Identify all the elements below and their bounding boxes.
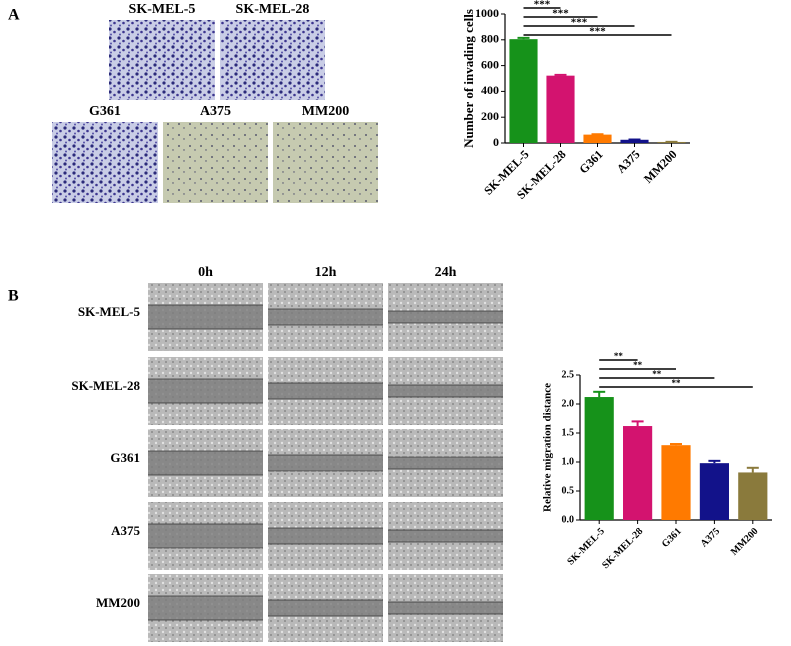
image-label: G361 — [89, 104, 121, 119]
y-tick-label: 1.5 — [562, 427, 575, 438]
bar — [509, 39, 538, 143]
column-label: 0h — [198, 265, 213, 280]
wound-gap — [148, 451, 263, 475]
significance-label: *** — [552, 8, 569, 20]
wound-gap — [268, 455, 383, 471]
wound-gap — [268, 600, 383, 616]
y-tick-label: 0.0 — [562, 514, 575, 525]
image-label: MM200 — [302, 104, 349, 119]
y-tick-label: 600 — [481, 57, 499, 71]
significance-label: ** — [633, 360, 643, 370]
x-tick-label: A375 — [614, 147, 643, 176]
y-tick-label: 1.0 — [562, 456, 575, 467]
significance-label: ** — [672, 378, 682, 388]
x-tick-label: G361 — [576, 147, 605, 176]
y-tick-label: 2.5 — [562, 369, 575, 380]
wound-gap — [388, 602, 503, 614]
wound-gap — [268, 309, 383, 325]
y-tick-label: 2.0 — [562, 398, 575, 409]
bar — [583, 134, 612, 143]
image-label: SK-MEL-5 — [129, 2, 196, 17]
micrograph — [273, 122, 378, 203]
x-tick-label: MM200 — [729, 526, 761, 558]
bar — [661, 445, 691, 520]
x-tick-label: G361 — [660, 526, 684, 550]
bar — [584, 397, 614, 520]
row-label: A375 — [111, 523, 140, 538]
panel-label: A — [8, 7, 20, 24]
x-tick-label: SK-MEL-28 — [600, 526, 645, 571]
wound-gap — [388, 530, 503, 542]
significance-label: *** — [571, 17, 588, 29]
micrograph — [220, 20, 325, 100]
row-label: SK-MEL-28 — [71, 378, 140, 393]
wound-gap — [148, 305, 263, 329]
wound-gap — [388, 311, 503, 323]
y-tick-label: 0 — [493, 135, 499, 149]
wound-gap — [268, 383, 383, 399]
y-tick-label: 1000 — [475, 6, 499, 20]
y-axis-label: Number of invading cells — [461, 9, 476, 148]
significance-label: *** — [589, 26, 606, 38]
bar — [546, 75, 575, 143]
significance-label: ** — [652, 369, 662, 379]
image-label: A375 — [200, 104, 231, 119]
column-label: 24h — [435, 265, 457, 280]
column-label: 12h — [315, 265, 337, 280]
bar — [623, 426, 653, 520]
wound-gap — [388, 457, 503, 469]
wound-gap — [388, 385, 503, 397]
bar — [738, 472, 768, 520]
y-tick-label: 200 — [481, 109, 499, 123]
micrograph — [163, 122, 268, 203]
y-tick-label: 800 — [481, 32, 499, 46]
wound-gap — [148, 524, 263, 548]
y-tick-label: 0.5 — [562, 485, 575, 496]
x-tick-label: SK-MEL-5 — [565, 526, 607, 568]
row-label: G361 — [110, 450, 140, 465]
x-tick-label: A375 — [699, 526, 723, 550]
row-label: MM200 — [96, 595, 140, 610]
bar — [699, 463, 729, 520]
y-tick-label: 400 — [481, 83, 499, 97]
micrograph — [52, 122, 158, 203]
wound-gap — [148, 596, 263, 620]
x-tick-label: MM200 — [641, 147, 680, 186]
significance-label: ** — [614, 351, 624, 361]
wound-gap — [268, 528, 383, 544]
panel-label: B — [8, 288, 19, 305]
significance-label: *** — [534, 0, 551, 11]
image-label: SK-MEL-28 — [236, 2, 310, 17]
row-label: SK-MEL-5 — [78, 304, 141, 319]
micrograph — [109, 20, 215, 100]
wound-gap — [148, 379, 263, 403]
y-axis-label: Relative migration distance — [542, 383, 554, 512]
bar — [620, 139, 649, 143]
